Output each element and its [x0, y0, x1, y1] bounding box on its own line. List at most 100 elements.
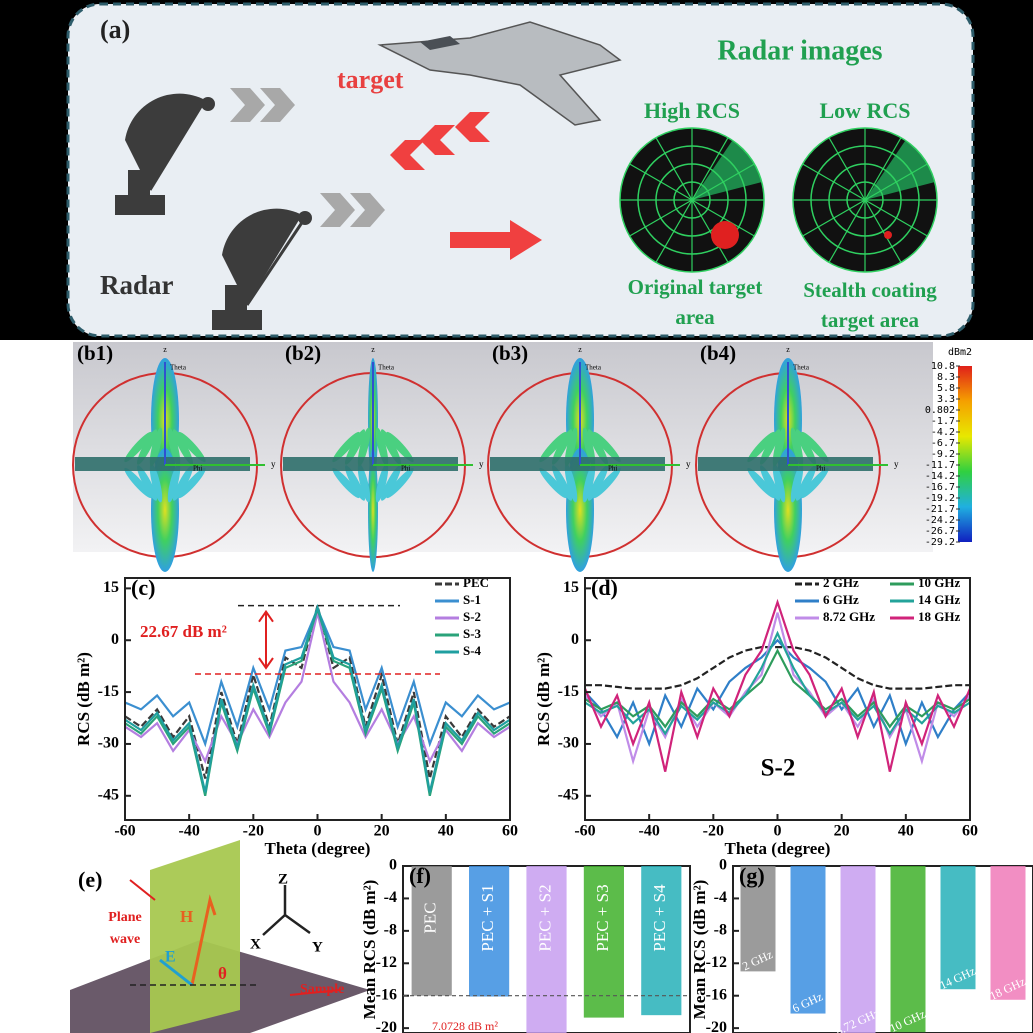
bar-label: PEC	[421, 902, 440, 933]
colorbar-tick-label: -1.7	[931, 416, 955, 427]
axis-label: Theta	[585, 364, 602, 372]
panel-label: (c)	[131, 575, 155, 600]
panel-label: (b4)	[700, 341, 736, 365]
caption: area	[675, 305, 715, 329]
axis-label: Theta	[378, 364, 395, 372]
legend-label: S-1	[463, 592, 481, 607]
side-lobe	[178, 431, 206, 463]
panel-label: (f)	[409, 863, 431, 888]
legend-label: 8.72 GHz	[823, 609, 875, 624]
side-lobe	[375, 463, 389, 503]
line-series	[585, 630, 970, 736]
side-lobe	[587, 465, 609, 501]
axis-label: Theta	[793, 364, 810, 372]
y-tick-label: 0	[571, 631, 579, 648]
axis-label: y	[686, 459, 691, 469]
y-tick-label: 0	[719, 857, 727, 874]
y-tick-label: -15	[98, 683, 119, 700]
side-lobe	[178, 467, 206, 499]
target-echo	[711, 221, 739, 249]
side-lobe	[587, 429, 609, 465]
bar-label: PEC + S1	[478, 884, 497, 951]
y-tick-label: -16	[706, 986, 727, 1003]
radar-dishes	[115, 93, 312, 330]
colorbar-tick-label: 8.3	[937, 372, 955, 383]
axis-label: Phi	[193, 465, 202, 473]
colorbar-tick-label: -19.2	[925, 493, 955, 504]
target-label: target	[337, 65, 404, 94]
x-tick-label: -40	[179, 823, 200, 840]
axis-label: Phi	[401, 465, 410, 473]
side-lobe	[167, 463, 181, 503]
side-lobe	[357, 463, 371, 503]
axis-label: z	[163, 345, 167, 354]
x-tick-label: -20	[243, 823, 264, 840]
chevrons	[230, 88, 385, 227]
arrow	[258, 609, 274, 670]
legend-label: 14 GHz	[918, 592, 960, 607]
y-tick-label: -8	[384, 922, 397, 939]
plane-wave-label: wave	[110, 932, 140, 947]
colorbar-tick-label: -6.7	[931, 438, 955, 449]
side-lobe	[593, 431, 621, 463]
y-tick-label: -12	[706, 954, 727, 971]
plot-bg	[732, 865, 1033, 1033]
side-lobe	[149, 427, 163, 467]
y-tick-label: -8	[714, 922, 727, 939]
colorbar-tick-label: -29.2	[925, 537, 955, 548]
colorbar-tick-label: 3.3	[937, 394, 955, 405]
low-rcs: Low RCS	[819, 98, 910, 123]
annotation: S-2	[761, 755, 796, 782]
bar	[583, 866, 624, 1018]
side-lobe	[759, 429, 781, 465]
legend-label: S-2	[463, 609, 481, 624]
legend-label: S-4	[463, 643, 482, 658]
bar	[790, 866, 826, 1014]
side-lobe	[772, 463, 786, 503]
plate	[283, 457, 458, 471]
x-axis-label: Theta (degree)	[265, 839, 371, 858]
y-tick-label: 15	[563, 579, 579, 596]
plane-wave-label: Plane	[108, 910, 141, 925]
bar-label: PEC + S3	[593, 884, 612, 951]
colorbar-tick-label: 5.8	[937, 383, 955, 394]
bar	[840, 866, 876, 1033]
line-series	[585, 638, 970, 748]
side-lobe	[380, 465, 402, 501]
theta-label: θ	[218, 964, 227, 983]
bar-label: PEC + S2	[535, 884, 554, 951]
legend-label: 18 GHz	[918, 609, 960, 624]
h-label: H	[180, 907, 193, 926]
panel-label: (b3)	[492, 341, 528, 365]
side-lobe	[551, 465, 573, 501]
y-tick-label: -4	[714, 889, 727, 906]
annotation: 22.67 dB m²	[140, 622, 227, 641]
axis-label: z	[578, 345, 582, 354]
colorbar-tick-label: 10.8	[931, 361, 955, 372]
y-tick-label: -12	[376, 954, 397, 971]
x-tick-label: 60	[502, 823, 518, 840]
axis-label: y	[894, 459, 899, 469]
colorbar-tick-label: -9.2	[931, 449, 955, 460]
y-axis-label: Mean RCS (dB m²)	[360, 880, 379, 1020]
side-lobe	[357, 427, 371, 467]
annotation: 7.0728 dB m²	[432, 1019, 498, 1033]
red-chevrons	[390, 112, 542, 260]
caption: Stealth coating	[803, 278, 937, 302]
side-lobe	[386, 431, 414, 463]
side-lobe	[136, 429, 158, 465]
side-lobe	[790, 463, 804, 503]
side-lobe	[380, 429, 402, 465]
y-tick-label: -16	[376, 986, 397, 1003]
side-lobe	[136, 465, 158, 501]
spoke	[802, 163, 928, 237]
bar	[990, 866, 1026, 1000]
panel-e	[70, 840, 370, 1033]
side-lobe	[564, 463, 578, 503]
x-axis-label: Theta (degree)	[725, 839, 831, 858]
plate	[698, 457, 873, 471]
sample-label: Sample	[300, 982, 344, 997]
side-lobe	[539, 431, 567, 463]
x-tick-label: 20	[374, 823, 390, 840]
